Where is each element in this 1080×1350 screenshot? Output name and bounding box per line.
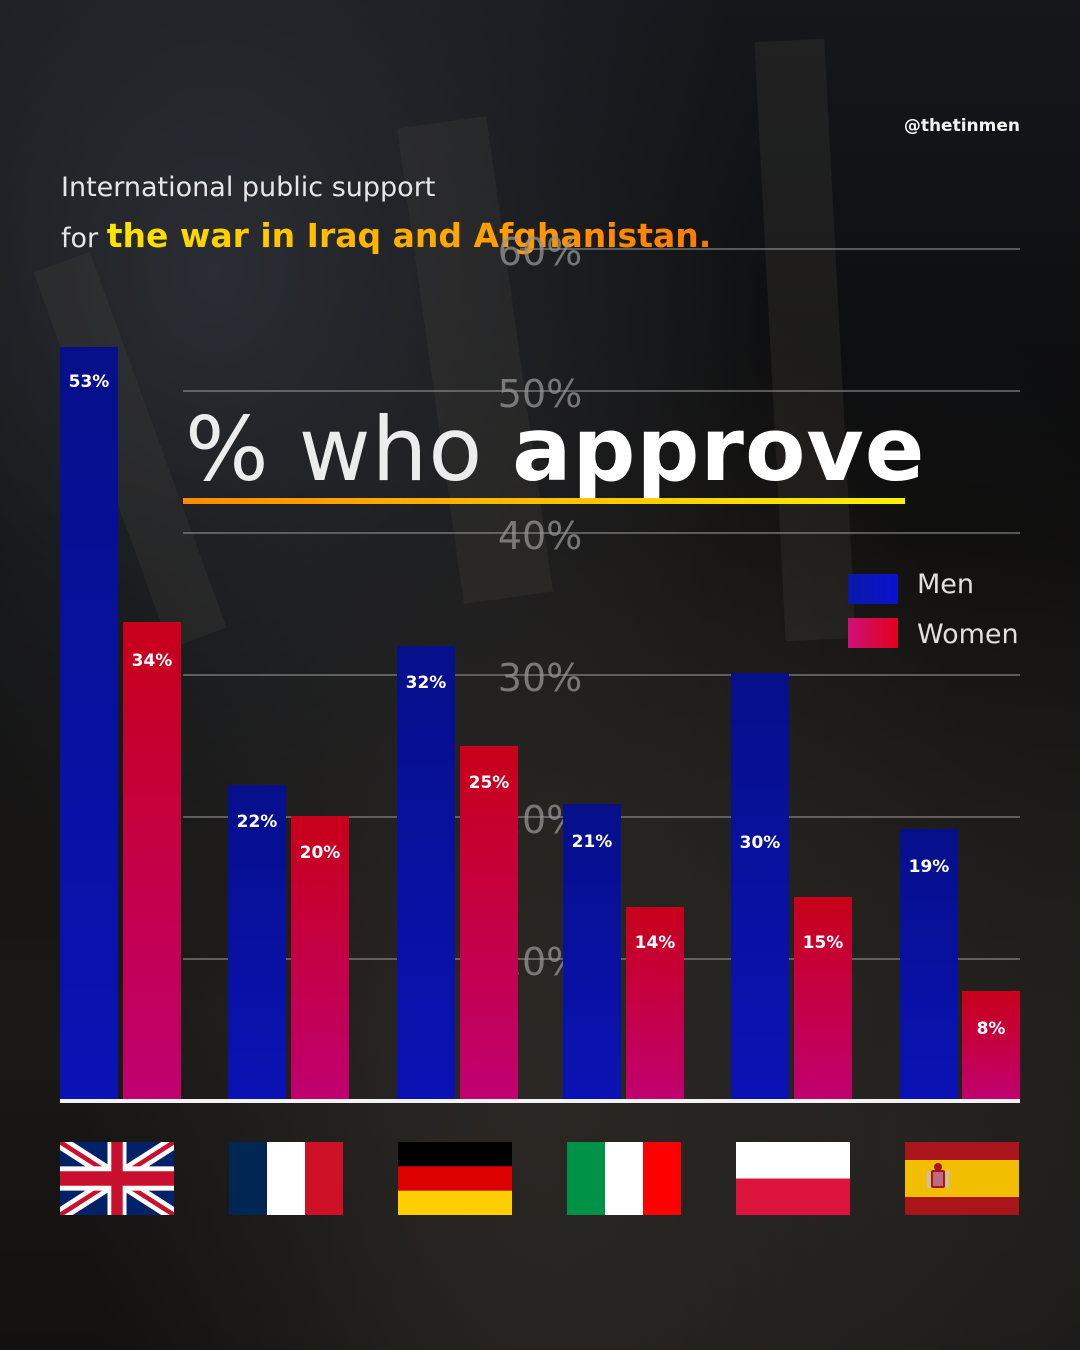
poland-flag-icon: [736, 1142, 850, 1215]
bar-uk-men: 53%: [60, 347, 118, 1100]
bar-value: 22%: [236, 812, 278, 832]
bar-poland-men: 30%: [731, 673, 789, 1100]
gridline-40: [183, 532, 1020, 534]
bar-spain-women: 8%: [962, 991, 1020, 1100]
bar-value: 14%: [634, 933, 676, 953]
bar-value: 32%: [405, 673, 447, 693]
germany-flag-icon: [398, 1142, 512, 1215]
bar-value: 8%: [976, 1019, 1006, 1039]
bar-spain-men: 19%: [900, 829, 958, 1100]
bar-poland-women: 15%: [794, 897, 852, 1100]
bar-value: 21%: [571, 832, 613, 852]
bar-italy-women: 14%: [626, 907, 684, 1100]
legend-label-women: Women: [917, 619, 1019, 650]
italy-flag-icon: [567, 1142, 681, 1215]
bar-france-men: 22%: [228, 785, 286, 1100]
gridline-50: [183, 390, 1020, 392]
france-flag-icon: [229, 1142, 343, 1215]
bar-value: 34%: [131, 651, 173, 671]
author-handle: @thetinmen: [903, 116, 1020, 136]
bar-uk-women: 34%: [123, 622, 181, 1100]
spain-flag-icon: [905, 1142, 1019, 1215]
bar-value: 30%: [739, 833, 781, 853]
chart-headline: % who approve: [185, 398, 925, 501]
title-line-1: International public support: [61, 172, 436, 203]
y-tick-40: 40%: [497, 514, 583, 558]
bar-germany-women: 25%: [460, 746, 518, 1100]
y-tick-60: 60%: [497, 230, 583, 274]
x-axis-baseline: [60, 1099, 1020, 1103]
headline-bold: approve: [512, 398, 926, 501]
bar-germany-men: 32%: [397, 646, 455, 1100]
uk-flag-icon: [60, 1142, 174, 1215]
headline-underline: [183, 498, 905, 504]
bar-value: 25%: [468, 773, 510, 793]
bar-france-women: 20%: [291, 816, 349, 1100]
bar-value: 20%: [299, 843, 341, 863]
bar-italy-men: 21%: [563, 804, 621, 1100]
title-prefix: for: [61, 223, 99, 254]
y-tick-30: 30%: [497, 656, 583, 700]
legend-label-men: Men: [917, 569, 975, 600]
gridline-60: [520, 248, 1020, 250]
legend-swatch-men: [848, 574, 898, 604]
bar-value: 15%: [802, 933, 844, 953]
gridline-30: [183, 674, 1020, 676]
bar-value: 19%: [908, 857, 950, 877]
bar-value: 53%: [68, 372, 110, 392]
y-tick-50: 50%: [497, 372, 583, 416]
headline-light: % who: [185, 398, 484, 501]
legend-swatch-women: [848, 618, 898, 648]
